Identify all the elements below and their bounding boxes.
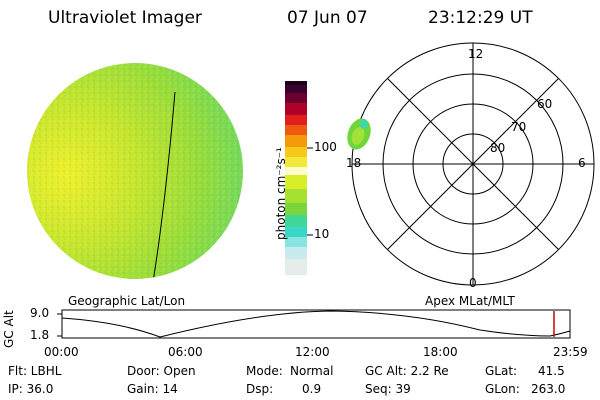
info-glat-value: 41.5 <box>538 364 565 378</box>
altitude-strip <box>57 309 571 339</box>
info-filter: Flt: LBHL <box>8 364 62 378</box>
colorbar <box>285 81 313 275</box>
strip-ymin: 1.8 <box>30 328 50 342</box>
earth-disk-image <box>27 63 243 279</box>
info-gc-alt: GC Alt: 2.2 Re <box>365 364 449 378</box>
strip-xtick-2359: 23:59 <box>553 345 588 359</box>
strip-xtick-0000: 00:00 <box>44 345 79 359</box>
info-glat-label: GLat: <box>485 364 518 378</box>
colorbar-unit-label: photon cm⁻²s⁻¹ <box>274 147 288 240</box>
info-glon-value: 263.0 <box>531 382 566 396</box>
altitude-curve <box>61 310 571 338</box>
header-date: 07 Jun 07 <box>287 8 368 28</box>
lat-label-60: 60 <box>537 97 553 111</box>
apex-caption: Apex MLat/MLT <box>425 294 515 308</box>
polar-plot <box>351 42 595 286</box>
app-title: Ultraviolet Imager <box>48 8 202 28</box>
mlt-label-6: 6 <box>578 156 586 170</box>
info-mode-value: Normal <box>290 364 334 378</box>
strip-xtick-1200: 12:00 <box>295 345 330 359</box>
info-ip: IP: 36.0 <box>8 382 54 396</box>
colorbar-tick-10: 10 <box>314 227 330 241</box>
info-seq: Seq: 39 <box>365 382 411 396</box>
geographic-caption: Geographic Lat/Lon <box>68 294 186 308</box>
info-door: Door: Open <box>127 364 196 378</box>
colorbar-tick-100: 100 <box>314 140 337 154</box>
info-mode-label: Mode: <box>246 364 283 378</box>
strip-xtick-1800: 18:00 <box>423 345 458 359</box>
strip-xtick-0600: 06:00 <box>168 345 203 359</box>
strip-ymax: 9.0 <box>30 306 50 320</box>
mlt-label-18: 18 <box>346 156 362 170</box>
info-glon-label: GLon: <box>485 382 520 396</box>
terminator-line <box>152 91 176 279</box>
lat-label-80: 80 <box>490 141 506 155</box>
strip-ylabel: GC Alt <box>2 310 16 348</box>
info-dsp-value: 0.9 <box>302 382 322 396</box>
header-time: 23:12:29 UT <box>428 8 533 28</box>
lat-label-70: 70 <box>511 120 527 134</box>
mlt-label-12: 12 <box>468 47 484 61</box>
info-dsp-label: Dsp: <box>246 382 274 396</box>
auroral-emission-blob <box>347 118 371 150</box>
mlt-label-0: 0 <box>469 276 477 290</box>
info-gain: Gain: 14 <box>127 382 178 396</box>
